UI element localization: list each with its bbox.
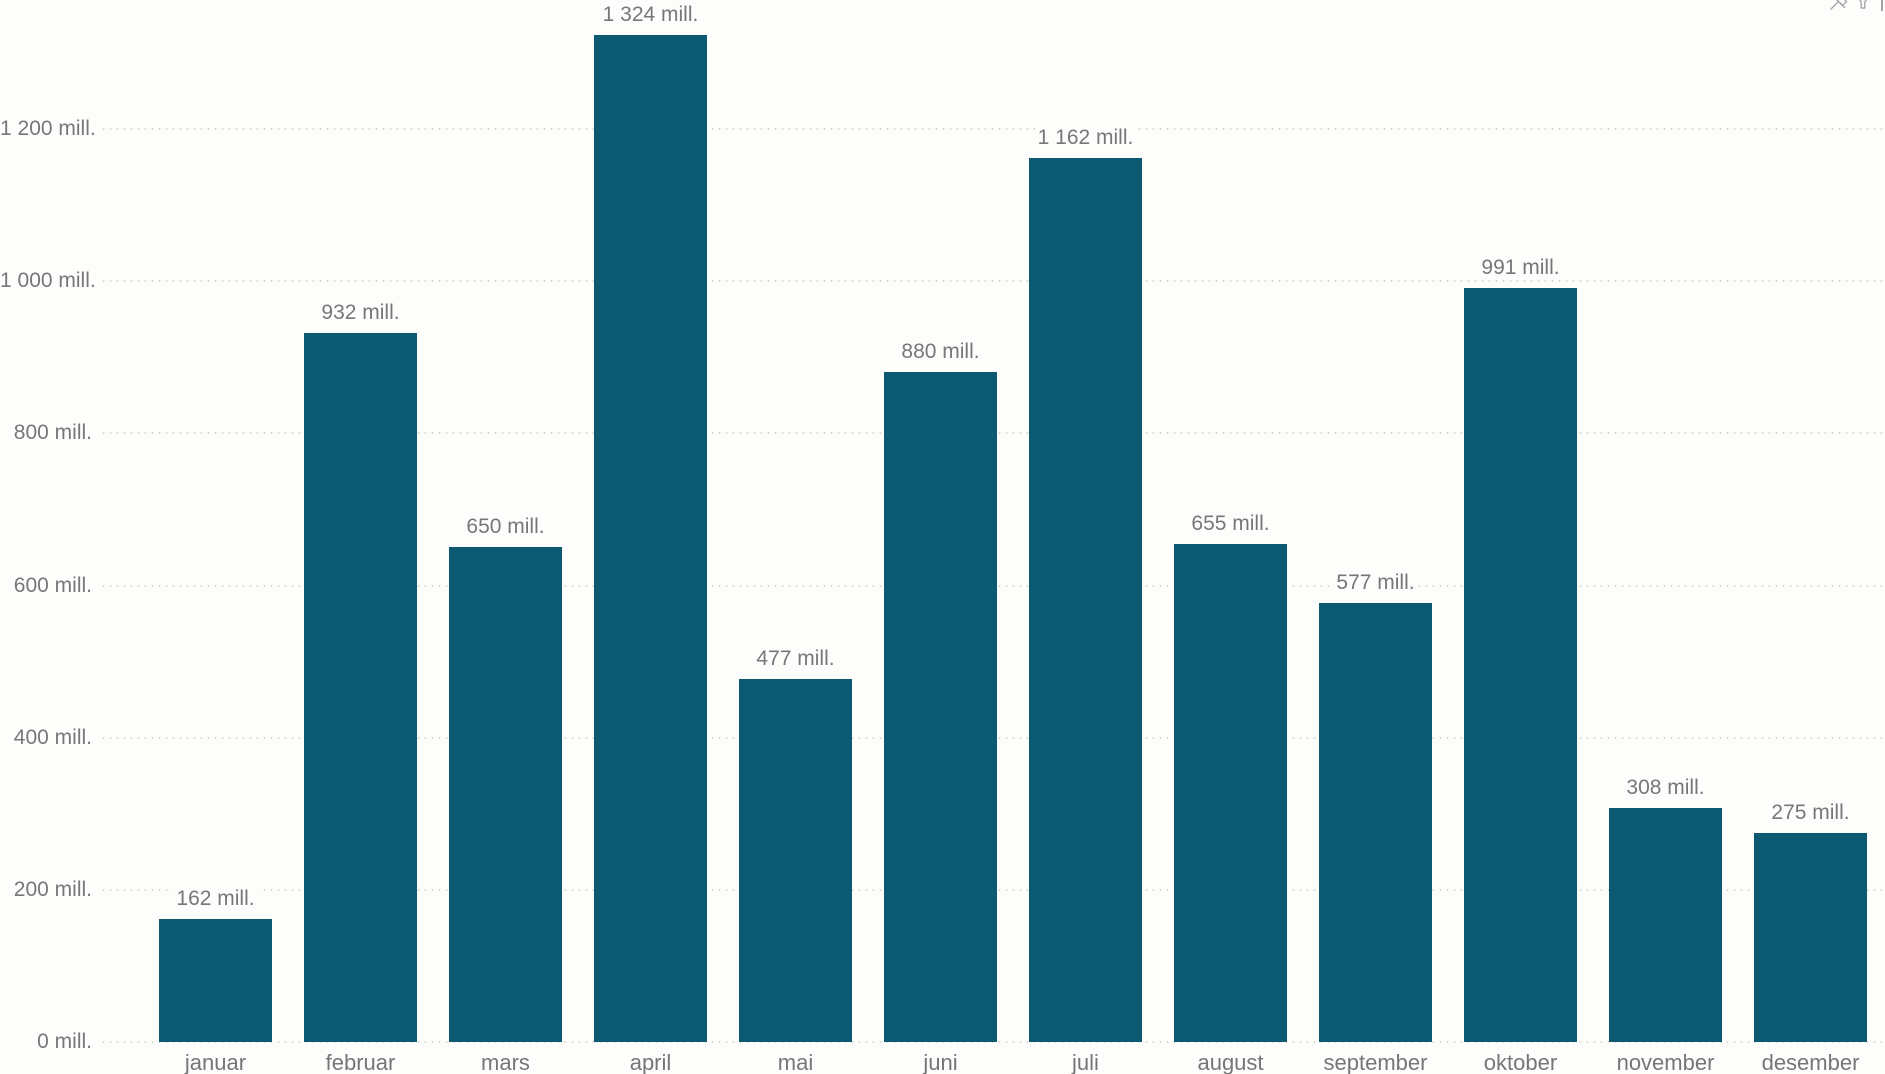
- bar-value-label: 1 324 mill.: [541, 2, 761, 28]
- y-axis-label: 800 mill.: [13, 421, 92, 445]
- x-axis-label: juni: [923, 1050, 958, 1074]
- gridline: [100, 280, 1885, 283]
- pin-icon[interactable]: [1828, 0, 1848, 13]
- x-axis-label: november: [1616, 1050, 1715, 1074]
- x-axis-label: desember: [1761, 1050, 1860, 1074]
- bar-mai[interactable]: [739, 679, 852, 1042]
- y-axis-label: 1 200 mill.: [0, 117, 96, 141]
- y-axis-label: 200 mill.: [13, 877, 92, 901]
- bar-januar[interactable]: [159, 918, 272, 1042]
- more-options-icon[interactable]: [1881, 0, 1883, 11]
- y-axis-label: 0 mill.: [37, 1030, 92, 1053]
- bar-value-label: 577 mill.: [1266, 570, 1486, 596]
- y-axis-label: 1 000 mill.: [0, 269, 96, 293]
- y-axis-label: 400 mill.: [13, 725, 92, 749]
- bar-desember[interactable]: [1754, 832, 1867, 1042]
- bar-mars[interactable]: [449, 547, 562, 1042]
- y-axis-label: 600 mill.: [13, 573, 92, 597]
- x-axis-label: juli: [1072, 1050, 1099, 1074]
- bar-value-label: 275 mill.: [1701, 800, 1885, 826]
- x-axis-label: mars: [481, 1050, 530, 1074]
- bar-april[interactable]: [594, 34, 707, 1042]
- gridline: [100, 1041, 1885, 1043]
- bar-juli[interactable]: [1029, 157, 1142, 1042]
- bar-value-label: 650 mill.: [396, 514, 616, 540]
- gridline: [100, 128, 1885, 131]
- bar-value-label: 932 mill.: [251, 300, 471, 326]
- bar-value-label: 655 mill.: [1121, 511, 1341, 537]
- x-axis-label: oktober: [1483, 1050, 1558, 1074]
- bar-september[interactable]: [1319, 603, 1432, 1042]
- x-axis-label: mai: [777, 1050, 814, 1074]
- bar-value-label: 308 mill.: [1556, 775, 1776, 801]
- x-axis-label: januar: [184, 1050, 247, 1074]
- bar-value-label: 162 mill.: [106, 886, 326, 912]
- bar-november[interactable]: [1609, 807, 1722, 1042]
- bar-februar[interactable]: [304, 332, 417, 1042]
- bar-value-label: 991 mill.: [1411, 255, 1631, 281]
- filter-icon[interactable]: [1853, 0, 1873, 13]
- bar-value-label: 1 162 mill.: [976, 125, 1196, 151]
- bar-value-label: 880 mill.: [831, 339, 1051, 365]
- bar-oktober[interactable]: [1464, 288, 1577, 1042]
- x-axis-label: september: [1323, 1050, 1428, 1074]
- x-axis-label: februar: [325, 1050, 396, 1074]
- x-axis-label: april: [629, 1050, 672, 1074]
- bar-august[interactable]: [1174, 543, 1287, 1042]
- bar-value-label: 477 mill.: [686, 646, 906, 672]
- x-axis-label: august: [1197, 1050, 1264, 1074]
- bar-juni[interactable]: [884, 372, 997, 1042]
